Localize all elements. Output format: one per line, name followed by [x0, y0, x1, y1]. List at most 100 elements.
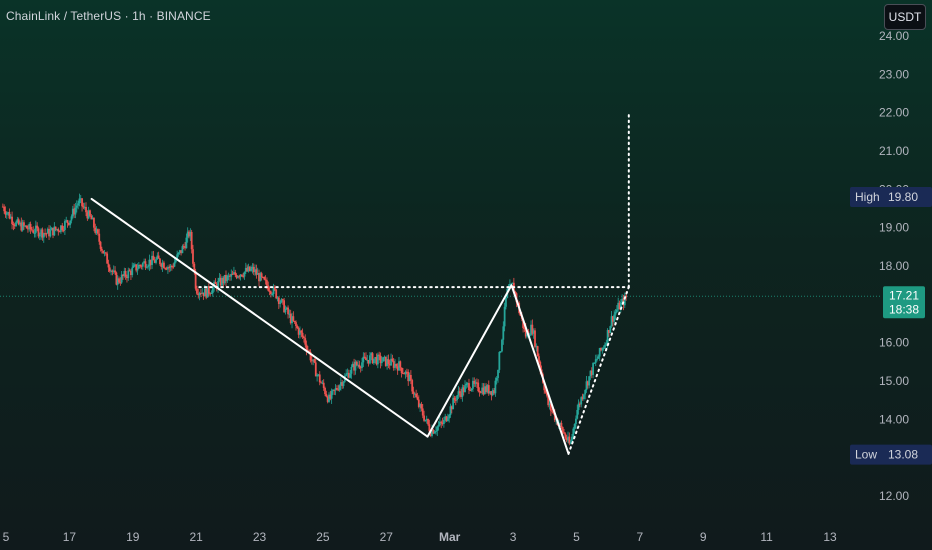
- candle: [580, 397, 583, 405]
- candle: [207, 286, 210, 294]
- candle: [407, 371, 410, 382]
- candle: [89, 210, 91, 216]
- candle: [9, 216, 12, 219]
- candle: [284, 308, 287, 313]
- candle: [369, 355, 371, 364]
- candle: [478, 391, 481, 393]
- candle: [170, 265, 173, 267]
- candle: [346, 372, 349, 375]
- candle: [186, 231, 189, 238]
- candle: [606, 330, 609, 344]
- candle: [470, 388, 473, 391]
- candle: [399, 361, 402, 368]
- candle: [110, 270, 113, 272]
- candle: [123, 271, 126, 277]
- candle: [139, 264, 142, 266]
- time-tick-label: 25: [316, 530, 330, 544]
- candle: [337, 389, 340, 391]
- candle: [135, 264, 138, 271]
- candle: [387, 359, 390, 365]
- candle: [269, 291, 272, 295]
- candle: [42, 233, 45, 238]
- candle: [372, 358, 375, 364]
- candle: [457, 391, 460, 396]
- candle: [77, 203, 79, 206]
- price-axis[interactable]: 24.0023.0022.0021.0020.0019.0018.0016.00…: [879, 29, 909, 503]
- candle: [313, 359, 316, 363]
- candle: [351, 363, 354, 367]
- candle: [617, 302, 620, 310]
- candle: [1, 206, 4, 208]
- high-marker-value: 19.80: [888, 190, 918, 204]
- candle: [205, 288, 208, 298]
- candle: [168, 267, 171, 269]
- candle: [209, 293, 212, 295]
- current-price-bg: [883, 286, 925, 319]
- currency-button[interactable]: USDT: [884, 4, 926, 30]
- candle: [296, 325, 299, 329]
- candle: [536, 346, 539, 357]
- candle: [71, 208, 74, 217]
- candle: [394, 363, 396, 368]
- candle: [275, 289, 278, 299]
- low-marker-value: 13.08: [888, 448, 918, 462]
- candle: [365, 357, 367, 361]
- candle: [361, 362, 363, 368]
- candle: [493, 390, 495, 394]
- candle: [11, 216, 13, 224]
- candle: [522, 318, 525, 328]
- candle: [575, 418, 577, 425]
- candle: [280, 299, 283, 303]
- candle: [468, 383, 470, 391]
- candle: [21, 222, 24, 231]
- time-axis[interactable]: 5 17 19 21 23 25 27 Mar 3 5 7 9 11 13: [3, 530, 837, 544]
- candle: [288, 313, 291, 315]
- candle: [568, 436, 571, 444]
- time-tick-label: 13: [823, 530, 837, 544]
- price-tick-label: 12.00: [879, 489, 909, 503]
- candle: [157, 255, 160, 259]
- candle: [116, 278, 119, 285]
- candle: [483, 386, 486, 395]
- candle: [283, 300, 285, 313]
- candle: [444, 416, 447, 420]
- candle: [614, 312, 617, 315]
- candle: [604, 344, 606, 348]
- candle: [427, 418, 429, 425]
- candle: [198, 293, 201, 296]
- candle: [53, 226, 56, 236]
- candle: [273, 286, 276, 290]
- candle: [514, 291, 517, 294]
- candle: [437, 425, 440, 427]
- candle: [413, 393, 416, 395]
- candle: [523, 327, 526, 329]
- candle: [176, 254, 179, 260]
- candle: [23, 222, 25, 226]
- candle: [584, 389, 587, 395]
- candle: [221, 277, 223, 286]
- candle: [229, 275, 231, 277]
- candle: [17, 219, 20, 225]
- symbol-title[interactable]: ChainLink / TetherUS · 1h · BINANCE: [6, 9, 211, 23]
- candle: [449, 406, 452, 416]
- candle: [326, 396, 329, 402]
- candle: [458, 391, 461, 394]
- high-marker: High 19.80: [850, 187, 932, 207]
- candle: [433, 431, 436, 434]
- candle: [499, 351, 502, 353]
- candle: [596, 358, 598, 360]
- time-tick-label: 7: [637, 530, 644, 544]
- candle: [50, 227, 53, 231]
- candle: [312, 359, 315, 361]
- price-tick-label: 23.00: [879, 67, 909, 81]
- candle: [329, 394, 332, 399]
- candle: [333, 389, 336, 391]
- candle: [277, 297, 280, 304]
- candle: [456, 395, 458, 401]
- candle: [136, 268, 139, 271]
- candle: [461, 387, 464, 397]
- candle: [262, 276, 264, 278]
- candle: [20, 222, 23, 231]
- time-tick-label: 23: [253, 530, 267, 544]
